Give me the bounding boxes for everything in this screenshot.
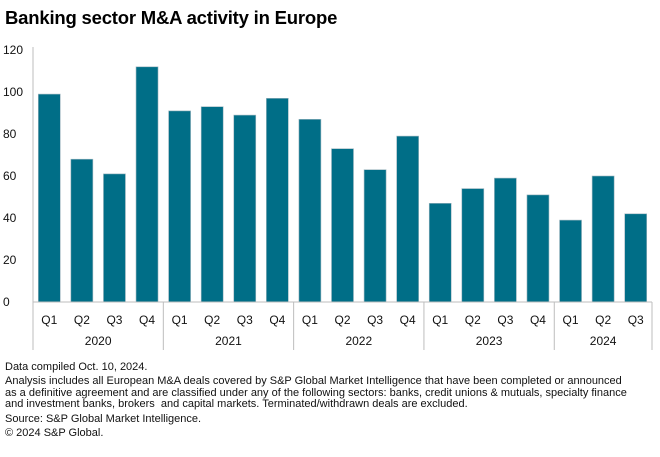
bar [494,177,517,303]
y-axis-ticks: 0 20 40 60 80 100 120 [3,43,23,309]
bar [103,173,126,303]
footnote-copyright: © 2024 S&P Global. [5,426,104,439]
x-group-label: 2023 [476,334,503,348]
y-tick-label: 60 [3,169,17,183]
x-group-label: 2020 [85,334,112,348]
x-tick-label: Q3 [497,313,513,327]
bar [266,98,289,303]
x-tick-label: Q2 [204,313,220,327]
y-tick-label: 20 [3,253,17,267]
bar [461,188,485,303]
bar [428,203,452,303]
footnote-compiled: Data compiled Oct. 10, 2024. [5,361,148,373]
footnote-analysis-line: Analysis includes all European M&A deals… [5,375,622,388]
bar [559,219,582,303]
footnote-source: Source: S&P Global Market Intelligence. [5,412,202,425]
x-tick-label: Q4 [400,313,416,327]
y-tick-label: 100 [3,85,23,99]
axes [32,47,653,350]
bar [233,114,257,303]
y-tick-label: 0 [3,295,10,309]
footnote-analysis-line: and investment banks, brokers and capita… [5,398,468,411]
y-tick-label: 40 [3,211,17,225]
x-tick-label: Q2 [465,313,481,327]
x-group-label: 2021 [215,334,242,348]
x-tick-label: Q2 [74,313,90,327]
bar [331,148,354,303]
bar [363,169,387,303]
x-tick-label: Q2 [595,313,611,327]
y-tick-label: 120 [3,43,23,57]
y-tick-label: 80 [3,127,17,141]
bar [591,175,615,303]
bar [168,110,191,303]
x-tick-label: Q1 [563,313,579,327]
bars [37,66,648,303]
bar [298,119,322,303]
bar [37,93,61,303]
x-tick-label: Q1 [302,313,318,327]
x-tick-label: Q3 [237,313,253,327]
x-tick-label: Q3 [106,313,122,327]
chart-title: Banking sector M&A activity in Europe [5,7,338,28]
footnotes: Data compiled Oct. 10, 2024. Analysis in… [5,361,660,442]
bar [135,66,159,303]
footnote-analysis: Analysis includes all European M&A deals… [5,375,660,411]
x-tick-label: Q4 [269,313,285,327]
bar [200,106,224,303]
x-group-label: 2024 [590,334,617,348]
x-tick-label: Q4 [530,313,546,327]
x-tick-label: Q3 [628,313,644,327]
x-tick-label: Q3 [367,313,383,327]
bar [526,194,550,303]
x-tick-label: Q2 [334,313,350,327]
x-tick-label: Q1 [172,313,188,327]
footnote-analysis-line: as a definitive agreement and are classi… [5,386,627,399]
bar [624,213,648,303]
x-tick-label: Q1 [432,313,448,327]
bar-chart: 0 20 40 60 80 100 120 Q1 Q2 Q3 Q4 2020 Q1 Q2 Q3 Q4 2021… [3,43,653,350]
x-group-label: 2022 [345,334,372,348]
bar [396,135,419,303]
bar [70,158,94,303]
x-axis-labels: Q1 Q2 Q3 Q4 2020 Q1 Q2 Q3 Q4 2021 Q1 Q2 Q3 Q4 2022 Q1 Q2… [41,313,644,348]
x-tick-label: Q1 [41,313,57,327]
x-tick-label: Q4 [139,313,155,327]
